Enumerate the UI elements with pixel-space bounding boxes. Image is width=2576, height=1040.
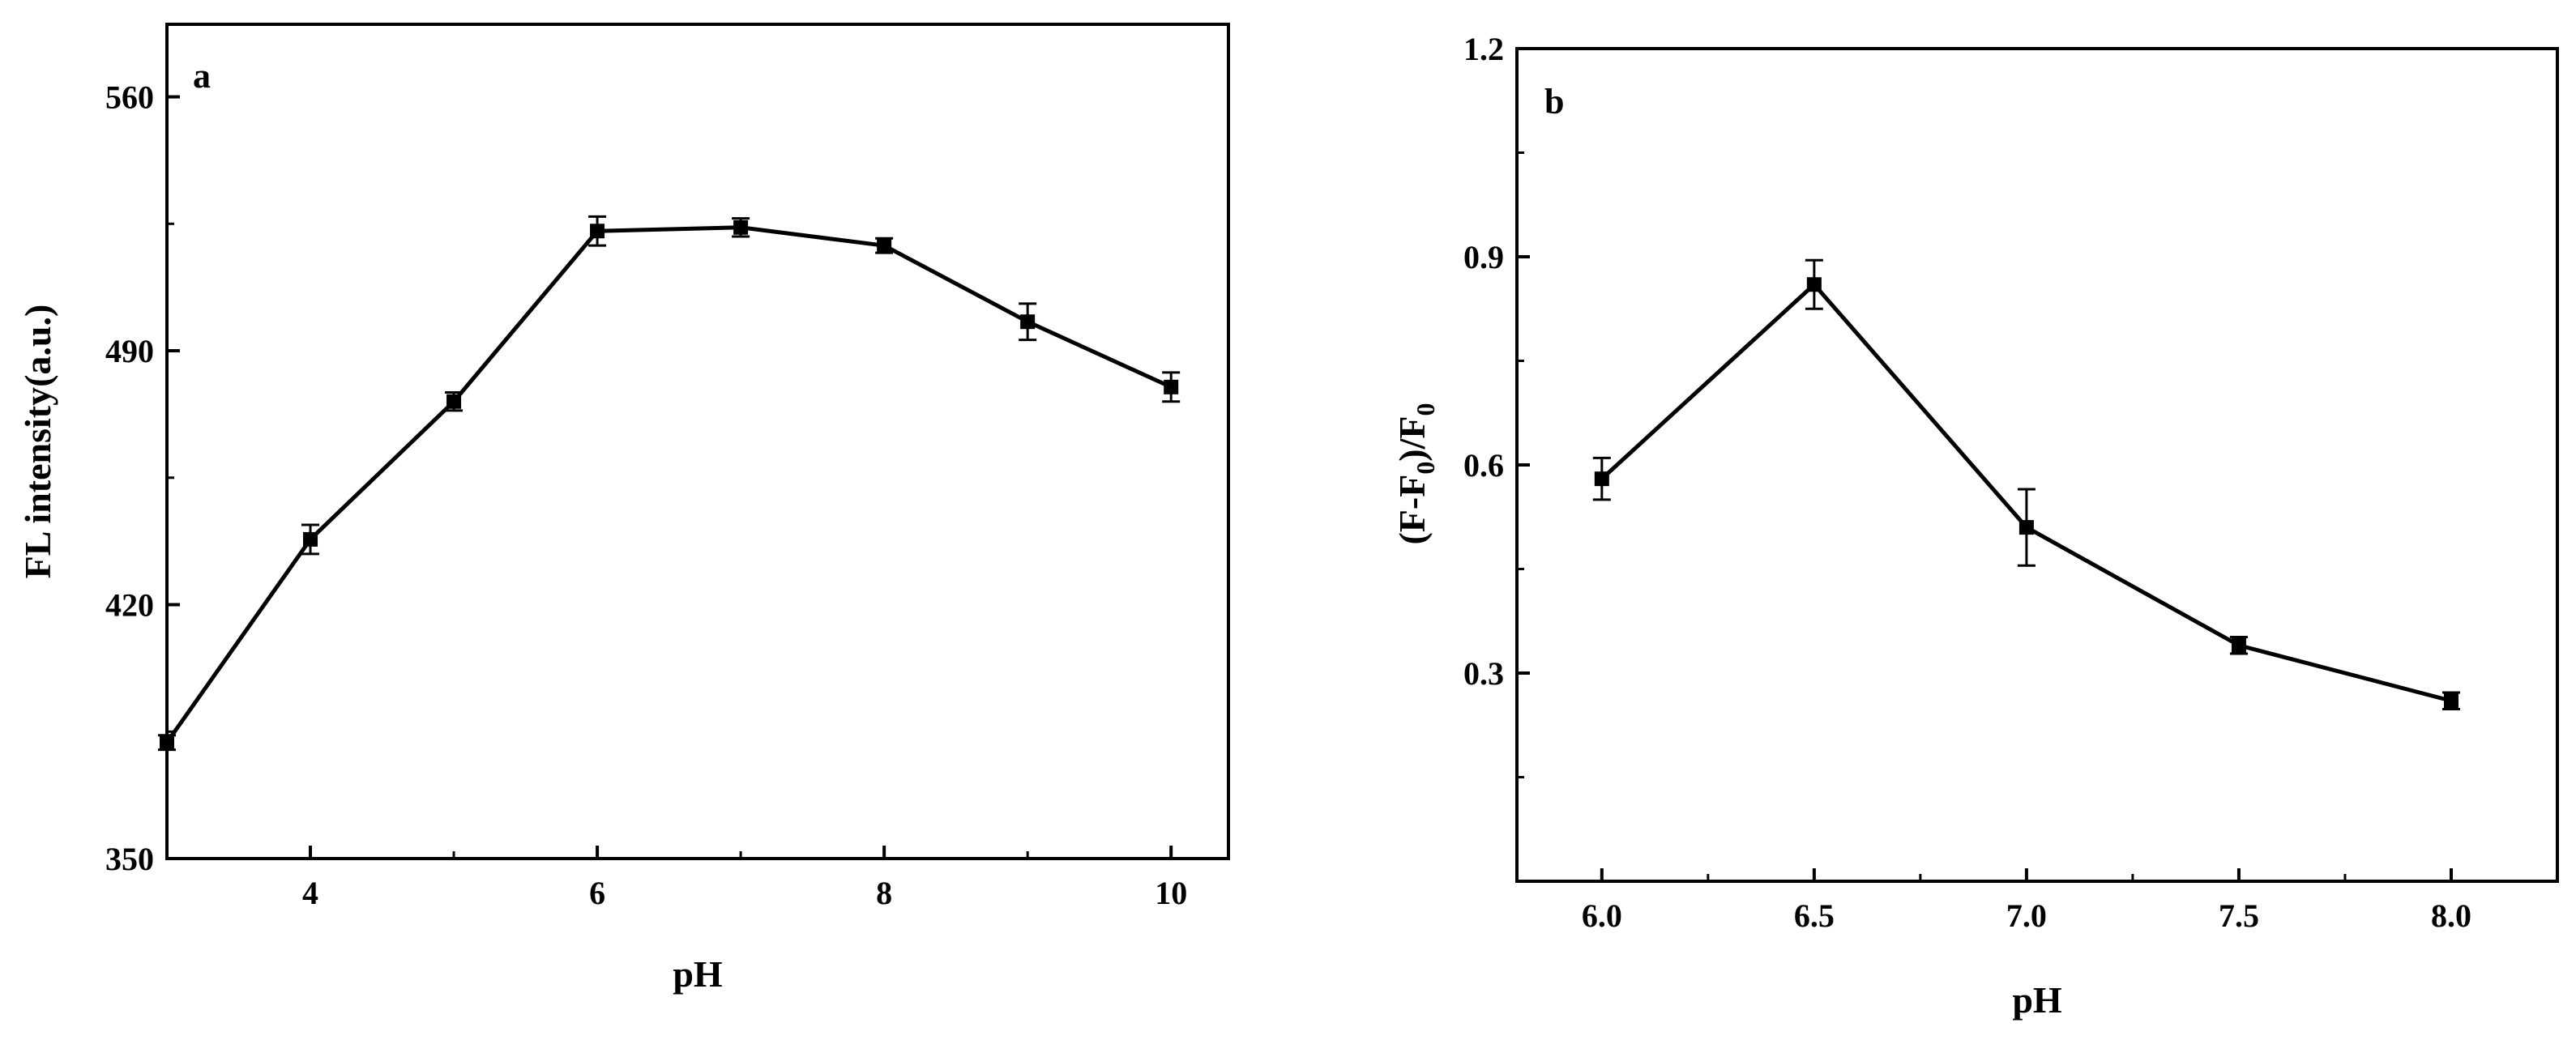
data-point-a [303, 531, 318, 547]
y-axis-label-b-part1: (F-F [1391, 475, 1433, 545]
x-tick-label-b: 6.0 [1582, 897, 1622, 934]
y-tick-label-a: 350 [105, 841, 154, 877]
data-point-a [446, 394, 462, 409]
x-tick-label-a: 10 [1155, 875, 1187, 911]
y-tick-label-b: 0.9 [1463, 239, 1504, 275]
data-point-b [2443, 693, 2459, 709]
y-tick-label-b: 0.6 [1463, 447, 1504, 484]
data-point-a [590, 224, 605, 239]
x-axis-ticks-a: 4 6 8 10 [302, 846, 1187, 911]
x-tick-label-b: 7.5 [2219, 897, 2259, 934]
y-axis-label-b-sub1: 0 [1411, 462, 1440, 475]
data-point-a [877, 238, 892, 254]
series-a [158, 215, 1181, 752]
data-point-a [1020, 314, 1036, 330]
y-tick-label-a: 490 [105, 333, 154, 369]
x-tick-label-b: 7.0 [2006, 897, 2047, 934]
y-axis-ticks-b: 0.3 0.6 0.9 1.2 [1463, 31, 1530, 778]
x-tick-label-b: 8.0 [2431, 897, 2471, 934]
y-tick-label-b: 1.2 [1463, 31, 1504, 67]
x-tick-label-a: 8 [876, 875, 892, 911]
x-tick-label-a: 6 [589, 875, 605, 911]
y-axis-label-a: FL intensity(a.u.) [17, 305, 58, 579]
data-point-b [1806, 277, 1822, 292]
x-axis-label-a: pH [673, 953, 723, 995]
x-tick-label-b: 6.5 [1794, 897, 1835, 934]
y-tick-label-a: 420 [105, 587, 154, 624]
y-axis-label-b-part2: )/F [1391, 416, 1433, 461]
data-point-a [733, 220, 749, 235]
data-point-a [1164, 379, 1179, 394]
chart-panel-a: a 350 420 490 560 4 6 8 10 pH FL intensity(a.u… [17, 23, 1230, 995]
data-point-b [2231, 637, 2246, 653]
series-b [1592, 258, 2460, 711]
y-axis-ticks-a: 350 420 490 560 [105, 79, 180, 877]
plot-frame-b [1515, 47, 2559, 883]
y-axis-label-b: (F-F0)/F0 [1391, 403, 1440, 544]
panel-label-a: a [193, 56, 211, 96]
chart-panel-b: b 0.30.60.91.2 6.0 6.5 7.0 7.5 8.0 pH (F-F0)… [1391, 31, 2559, 1021]
data-point-a [160, 735, 174, 750]
x-axis-label-b: pH [2012, 979, 2062, 1021]
y-tick-label-b: 0.3 [1463, 655, 1504, 692]
x-tick-label-a: 4 [302, 875, 318, 911]
panel-label-b: b [1544, 82, 1564, 121]
series-line-a [164, 225, 1173, 744]
plot-frame-a [165, 23, 1230, 860]
y-axis-label-b-sub2: 0 [1411, 403, 1440, 416]
data-point-b [2019, 520, 2034, 535]
data-point-b [1594, 471, 1609, 487]
x-axis-ticks-b: 6.0 6.5 7.0 7.5 8.0 [1582, 868, 2471, 934]
y-tick-label-a: 560 [105, 79, 154, 116]
